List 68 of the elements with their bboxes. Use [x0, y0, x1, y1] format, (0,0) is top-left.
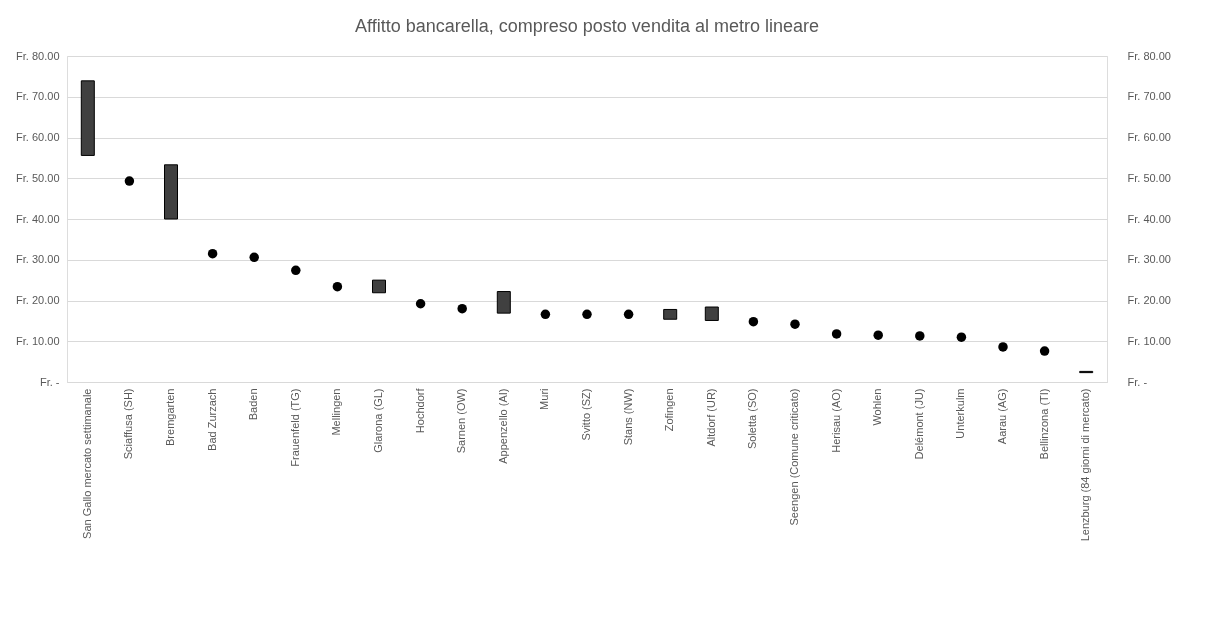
bar: [80, 80, 95, 156]
x-tick-label: Zofingen: [663, 388, 676, 432]
x-tick-label: Appenzello (AI): [496, 388, 509, 464]
x-tick-label: Wohlen: [871, 388, 884, 426]
y2-tick-label: Fr. 50.00: [1127, 171, 1171, 184]
y2-tick-label: Fr. 20.00: [1127, 294, 1171, 306]
x-tick-label: Svitto (SZ): [580, 388, 592, 441]
y2-tick-label: Fr. -: [1127, 375, 1148, 388]
point: [249, 252, 259, 263]
y-tick-label: Fr. 40.00: [16, 212, 60, 225]
x-tick-label: Glarona (GL): [372, 388, 384, 453]
point: [1039, 346, 1050, 356]
x-tick-label: Unterkulm: [954, 388, 967, 439]
y2-tick-label: Fr. 10.00: [1127, 334, 1171, 347]
bar: [372, 279, 386, 294]
x-tick-label: Lenzburg (84 giorni di mercato): [1079, 388, 1092, 542]
y2-tick-label: Fr. 40.00: [1127, 212, 1171, 225]
x-tick-label: Soletta (SO): [746, 388, 759, 450]
x-tick-label: Stans (NW): [621, 388, 634, 446]
y2-tick-label: Fr. 70.00: [1127, 90, 1171, 103]
point: [332, 281, 343, 292]
point: [582, 309, 592, 320]
y-tick-label: Fr. 30.00: [16, 253, 60, 266]
point: [207, 248, 218, 259]
y2-tick-label: Fr. 60.00: [1127, 131, 1171, 143]
x-tick-label: Sciaffusa (SH): [122, 388, 135, 460]
bar: [663, 308, 678, 320]
point: [790, 319, 800, 329]
x-tick-label: Bad Zurzach: [205, 388, 218, 451]
point: [623, 309, 634, 320]
x-tick-label: Aarau (AG): [996, 388, 1008, 445]
y2-tick-label: Fr. 80.00: [1127, 49, 1171, 62]
point: [831, 329, 842, 339]
x-tick-label: Seengen (Comune criticato): [788, 388, 800, 526]
point: [998, 342, 1008, 352]
point: [873, 330, 883, 340]
y-tick-label: Fr. 80.00: [16, 49, 60, 62]
y-tick-label: Fr. 10.00: [16, 334, 60, 347]
x-tick-label: Bellinzona (TI): [1037, 388, 1050, 460]
x-tick-label: Bremgarten: [164, 388, 176, 446]
x-tick-label: Mellingen: [330, 388, 343, 436]
point: [457, 303, 467, 314]
x-tick-label: Hochdorf: [413, 387, 426, 434]
y2-tick-label: Fr. 30.00: [1127, 253, 1171, 266]
y-tick-label: Fr. 50.00: [16, 171, 60, 184]
x-tick-label: San Gallo mercato settimanale: [80, 388, 93, 539]
point: [915, 331, 925, 341]
point: [415, 299, 426, 309]
x-tick-label: Frauenfeld (TG): [288, 388, 301, 467]
point: [540, 309, 551, 320]
y-tick-label: Fr. 20.00: [16, 294, 60, 306]
point: [748, 316, 759, 327]
y-tick-label: Fr. 60.00: [16, 131, 60, 143]
x-tick-label: Altdorf (UR): [704, 388, 717, 447]
bar: [496, 291, 511, 314]
x-tick-label: Baden: [247, 388, 260, 421]
y-tick-label: Fr. 70.00: [16, 90, 60, 103]
bar: [704, 306, 719, 321]
x-tick-label: Delémont (JU): [912, 388, 925, 460]
y-tick-label: Fr. -: [39, 375, 60, 388]
bar: [164, 164, 178, 220]
point: [124, 176, 135, 186]
x-tick-label: Herisau (AO): [829, 388, 842, 453]
point: [291, 265, 301, 276]
x-tick-label: Muri: [538, 388, 551, 410]
chart-title: Affitto bancarella, compreso posto vendita al metro lineare: [355, 16, 819, 36]
point: [956, 332, 967, 342]
x-tick-label: Sarnen (OW): [455, 388, 468, 454]
